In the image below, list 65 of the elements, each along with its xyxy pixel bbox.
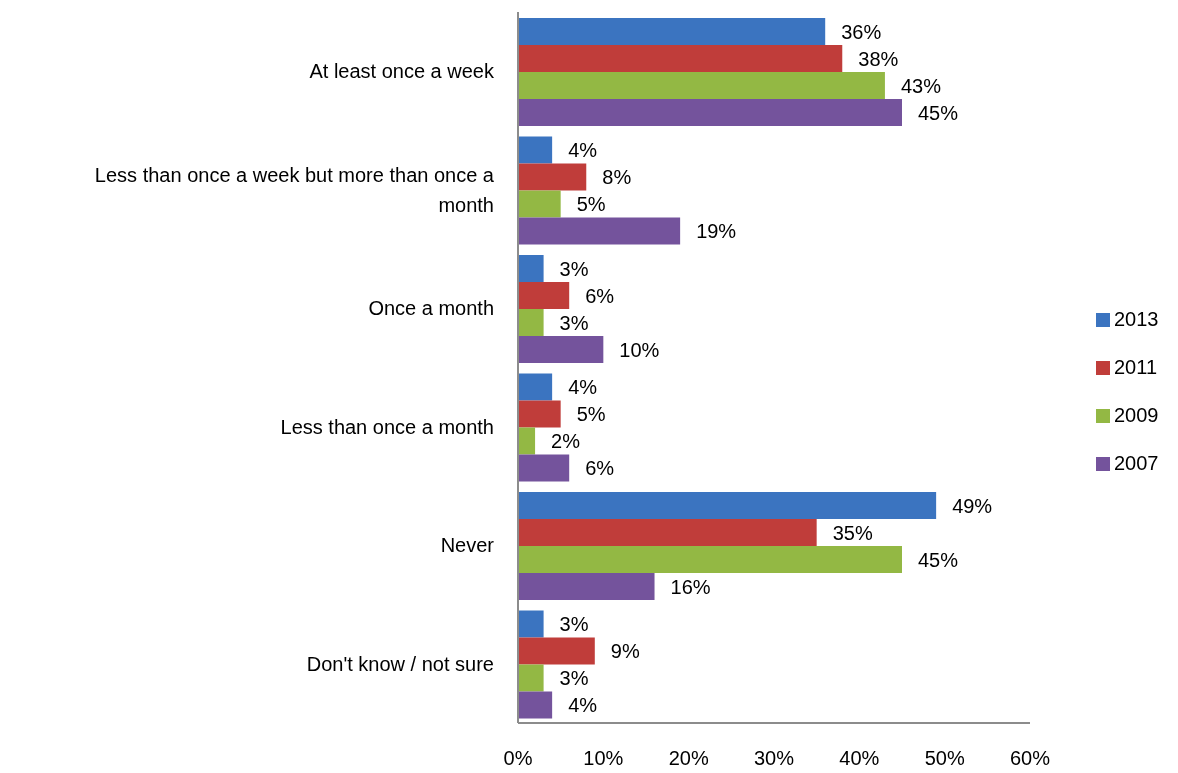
data-label: 4% bbox=[568, 376, 598, 399]
data-label: 2% bbox=[551, 430, 581, 453]
x-tick-label: 20% bbox=[668, 747, 709, 770]
bar bbox=[518, 427, 536, 455]
bar bbox=[518, 336, 604, 363]
data-label: 5% bbox=[576, 193, 606, 216]
bar bbox=[518, 282, 570, 309]
y-tick-label: Once a month bbox=[368, 297, 494, 320]
data-label: 45% bbox=[918, 548, 959, 571]
bar bbox=[518, 454, 570, 482]
bar bbox=[518, 99, 902, 126]
x-tick-label: 50% bbox=[924, 747, 965, 770]
y-tick-label: Don't know / not sure bbox=[306, 652, 494, 675]
data-label: 35% bbox=[832, 521, 873, 544]
bar bbox=[518, 691, 553, 719]
data-label: 10% bbox=[619, 338, 660, 361]
bar bbox=[518, 610, 544, 638]
data-label: 5% bbox=[576, 403, 606, 426]
bar bbox=[518, 190, 561, 218]
bar bbox=[518, 492, 937, 519]
legend-label: 2013 bbox=[1114, 307, 1159, 330]
bar bbox=[518, 400, 561, 428]
data-label: 3% bbox=[559, 311, 589, 334]
data-label: 9% bbox=[610, 640, 640, 663]
bar bbox=[518, 45, 843, 72]
legend-label: 2011 bbox=[1114, 355, 1158, 378]
x-tick-label: 60% bbox=[1009, 747, 1051, 770]
data-label: 4% bbox=[568, 694, 598, 717]
data-label: 8% bbox=[602, 166, 632, 189]
bar bbox=[518, 573, 655, 600]
data-label: 3% bbox=[559, 613, 589, 636]
x-tick-label: 10% bbox=[583, 747, 624, 770]
bar bbox=[518, 255, 544, 282]
data-label: 19% bbox=[696, 220, 737, 243]
bar bbox=[518, 72, 885, 99]
bar bbox=[518, 373, 553, 401]
bar bbox=[518, 519, 817, 546]
x-tick-label: 0% bbox=[503, 747, 533, 770]
bar bbox=[518, 217, 681, 245]
bar bbox=[518, 637, 595, 665]
data-label: 45% bbox=[918, 101, 959, 124]
data-label: 38% bbox=[858, 47, 899, 70]
data-label: 49% bbox=[952, 494, 993, 517]
x-tick-label: 40% bbox=[839, 747, 880, 770]
bar bbox=[518, 546, 902, 573]
bar bbox=[518, 664, 544, 692]
y-tick-label: Less than once a week but more than once a month bbox=[94, 163, 495, 216]
data-label: 6% bbox=[585, 457, 615, 480]
data-label: 4% bbox=[568, 139, 598, 162]
data-label: 16% bbox=[670, 575, 711, 598]
data-label: 3% bbox=[559, 257, 589, 280]
legend-label: 2009 bbox=[1114, 403, 1159, 426]
data-label: 36% bbox=[841, 20, 882, 43]
bar bbox=[518, 163, 587, 191]
bar bbox=[518, 18, 826, 45]
x-tick-label: 30% bbox=[753, 747, 795, 770]
data-label: 3% bbox=[559, 667, 589, 690]
y-tick-label: Never bbox=[440, 534, 495, 557]
data-label: 6% bbox=[585, 284, 615, 307]
legend-label: 2007 bbox=[1114, 451, 1159, 474]
data-label: 43% bbox=[900, 74, 942, 97]
bar bbox=[518, 136, 553, 164]
y-tick-label: At least once a week bbox=[309, 60, 495, 83]
bar bbox=[518, 309, 544, 336]
y-tick-label: Less than once a month bbox=[280, 415, 494, 438]
